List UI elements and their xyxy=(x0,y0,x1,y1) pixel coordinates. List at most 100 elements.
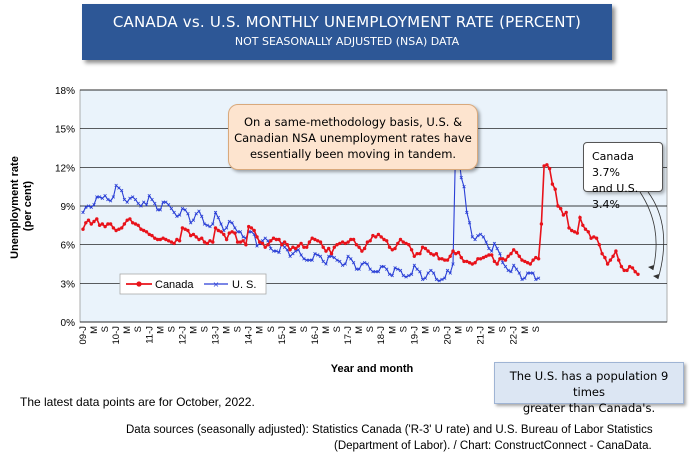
us-point xyxy=(310,258,314,262)
us-point xyxy=(462,184,466,189)
canada-point xyxy=(484,254,488,258)
sources-line-1: Data sources (seasonally adjusted): Stat… xyxy=(126,424,653,436)
canada-point xyxy=(249,226,254,230)
tandem-line-1: On a same-methodology basis, U.S. & xyxy=(243,115,463,129)
us-point xyxy=(133,197,138,202)
us-point xyxy=(249,230,254,234)
us-point xyxy=(437,279,441,283)
us-point xyxy=(274,249,278,253)
canada-point xyxy=(619,264,624,269)
canada-point xyxy=(128,217,132,221)
canada-point xyxy=(382,237,386,242)
us-point xyxy=(481,235,486,239)
us-point xyxy=(97,195,102,199)
us-point xyxy=(501,261,505,265)
canada-point xyxy=(164,237,168,242)
canada-point xyxy=(247,224,251,229)
us-point xyxy=(235,230,240,234)
canada-point xyxy=(274,237,278,242)
us-point xyxy=(401,273,405,278)
us-point xyxy=(393,266,397,270)
canada-point xyxy=(316,239,320,243)
canada-point xyxy=(534,255,538,260)
canada-point xyxy=(200,236,204,240)
us-point xyxy=(390,273,394,278)
canada-point xyxy=(133,222,138,226)
canada-point xyxy=(136,223,140,227)
callout-arrows xyxy=(639,191,665,280)
us-point xyxy=(329,254,334,258)
us-point xyxy=(525,271,530,275)
x-tick-label: S xyxy=(100,326,111,332)
x-tick-label: 20-J xyxy=(442,326,453,345)
x-tick-label: M xyxy=(188,326,199,334)
us-point xyxy=(440,277,444,282)
us-point xyxy=(282,245,287,249)
us-point xyxy=(484,240,488,244)
us-point xyxy=(271,249,276,253)
us-point xyxy=(108,199,113,203)
canada-point xyxy=(368,239,372,243)
canada-point xyxy=(329,252,334,256)
x-tick-label: S xyxy=(166,326,177,332)
canada-point xyxy=(299,241,303,246)
y-tick-labels: 0% 3% 6% 9% 12% 15% 18% xyxy=(55,86,75,329)
title-banner: CANADA vs. U.S. MONTHLY UNEMPLOYMENT RAT… xyxy=(82,4,612,60)
us-point xyxy=(269,246,273,251)
x-tick-label: S xyxy=(299,326,310,332)
canada-point xyxy=(556,204,560,208)
canada-point xyxy=(376,232,381,237)
canada-point xyxy=(318,240,323,244)
us-point xyxy=(213,210,218,215)
us-point xyxy=(426,271,430,275)
canada-point xyxy=(357,245,361,249)
us-point xyxy=(429,268,433,273)
canada-point xyxy=(89,222,94,226)
us-point xyxy=(404,275,408,279)
canada-point xyxy=(335,243,339,247)
us-point xyxy=(313,252,317,256)
canada-point xyxy=(258,240,262,244)
us-point xyxy=(520,277,524,282)
x-tick-label: M xyxy=(255,326,266,334)
us-point xyxy=(153,201,157,206)
x-axis-label: Year and month xyxy=(331,363,414,375)
canada-point xyxy=(404,241,408,246)
canada-point xyxy=(150,233,154,238)
x-tick-label: 16-J xyxy=(310,326,321,345)
canada-point xyxy=(583,227,588,231)
canada-point xyxy=(111,226,116,230)
canada-point xyxy=(589,236,593,240)
latest-us: and U.S. 3.4% xyxy=(592,182,639,211)
canada-point xyxy=(512,248,516,252)
x-tick-label: S xyxy=(465,326,476,332)
canada-point xyxy=(509,252,513,256)
y-tick-label: 6% xyxy=(61,241,76,252)
x-tick-labels: 09-J M S 10-J M S 11-J M S 12-J M S 13-J M S 14-J M S 15-J… xyxy=(78,326,542,345)
canada-point xyxy=(224,237,229,242)
canada-point xyxy=(628,264,632,269)
arrowhead xyxy=(653,274,659,279)
us-point xyxy=(296,248,301,252)
canada-point xyxy=(448,254,452,258)
us-point xyxy=(418,270,422,274)
canada-point xyxy=(338,241,342,246)
us-point xyxy=(191,218,196,222)
us-point xyxy=(434,277,439,282)
canada-point xyxy=(470,262,474,266)
canada-point xyxy=(255,235,259,239)
us-point xyxy=(465,210,469,215)
canada-point xyxy=(434,252,439,256)
canada-point xyxy=(125,218,129,222)
canada-point xyxy=(492,259,497,264)
canada-point xyxy=(597,243,601,247)
us-point xyxy=(136,201,140,206)
canada-point xyxy=(263,245,267,249)
us-point xyxy=(158,208,162,212)
canada-point xyxy=(354,243,359,247)
canada-point xyxy=(194,235,198,239)
canada-point xyxy=(166,239,171,243)
us-point xyxy=(387,272,392,276)
canada-point xyxy=(285,243,289,247)
canada-point xyxy=(454,252,458,256)
